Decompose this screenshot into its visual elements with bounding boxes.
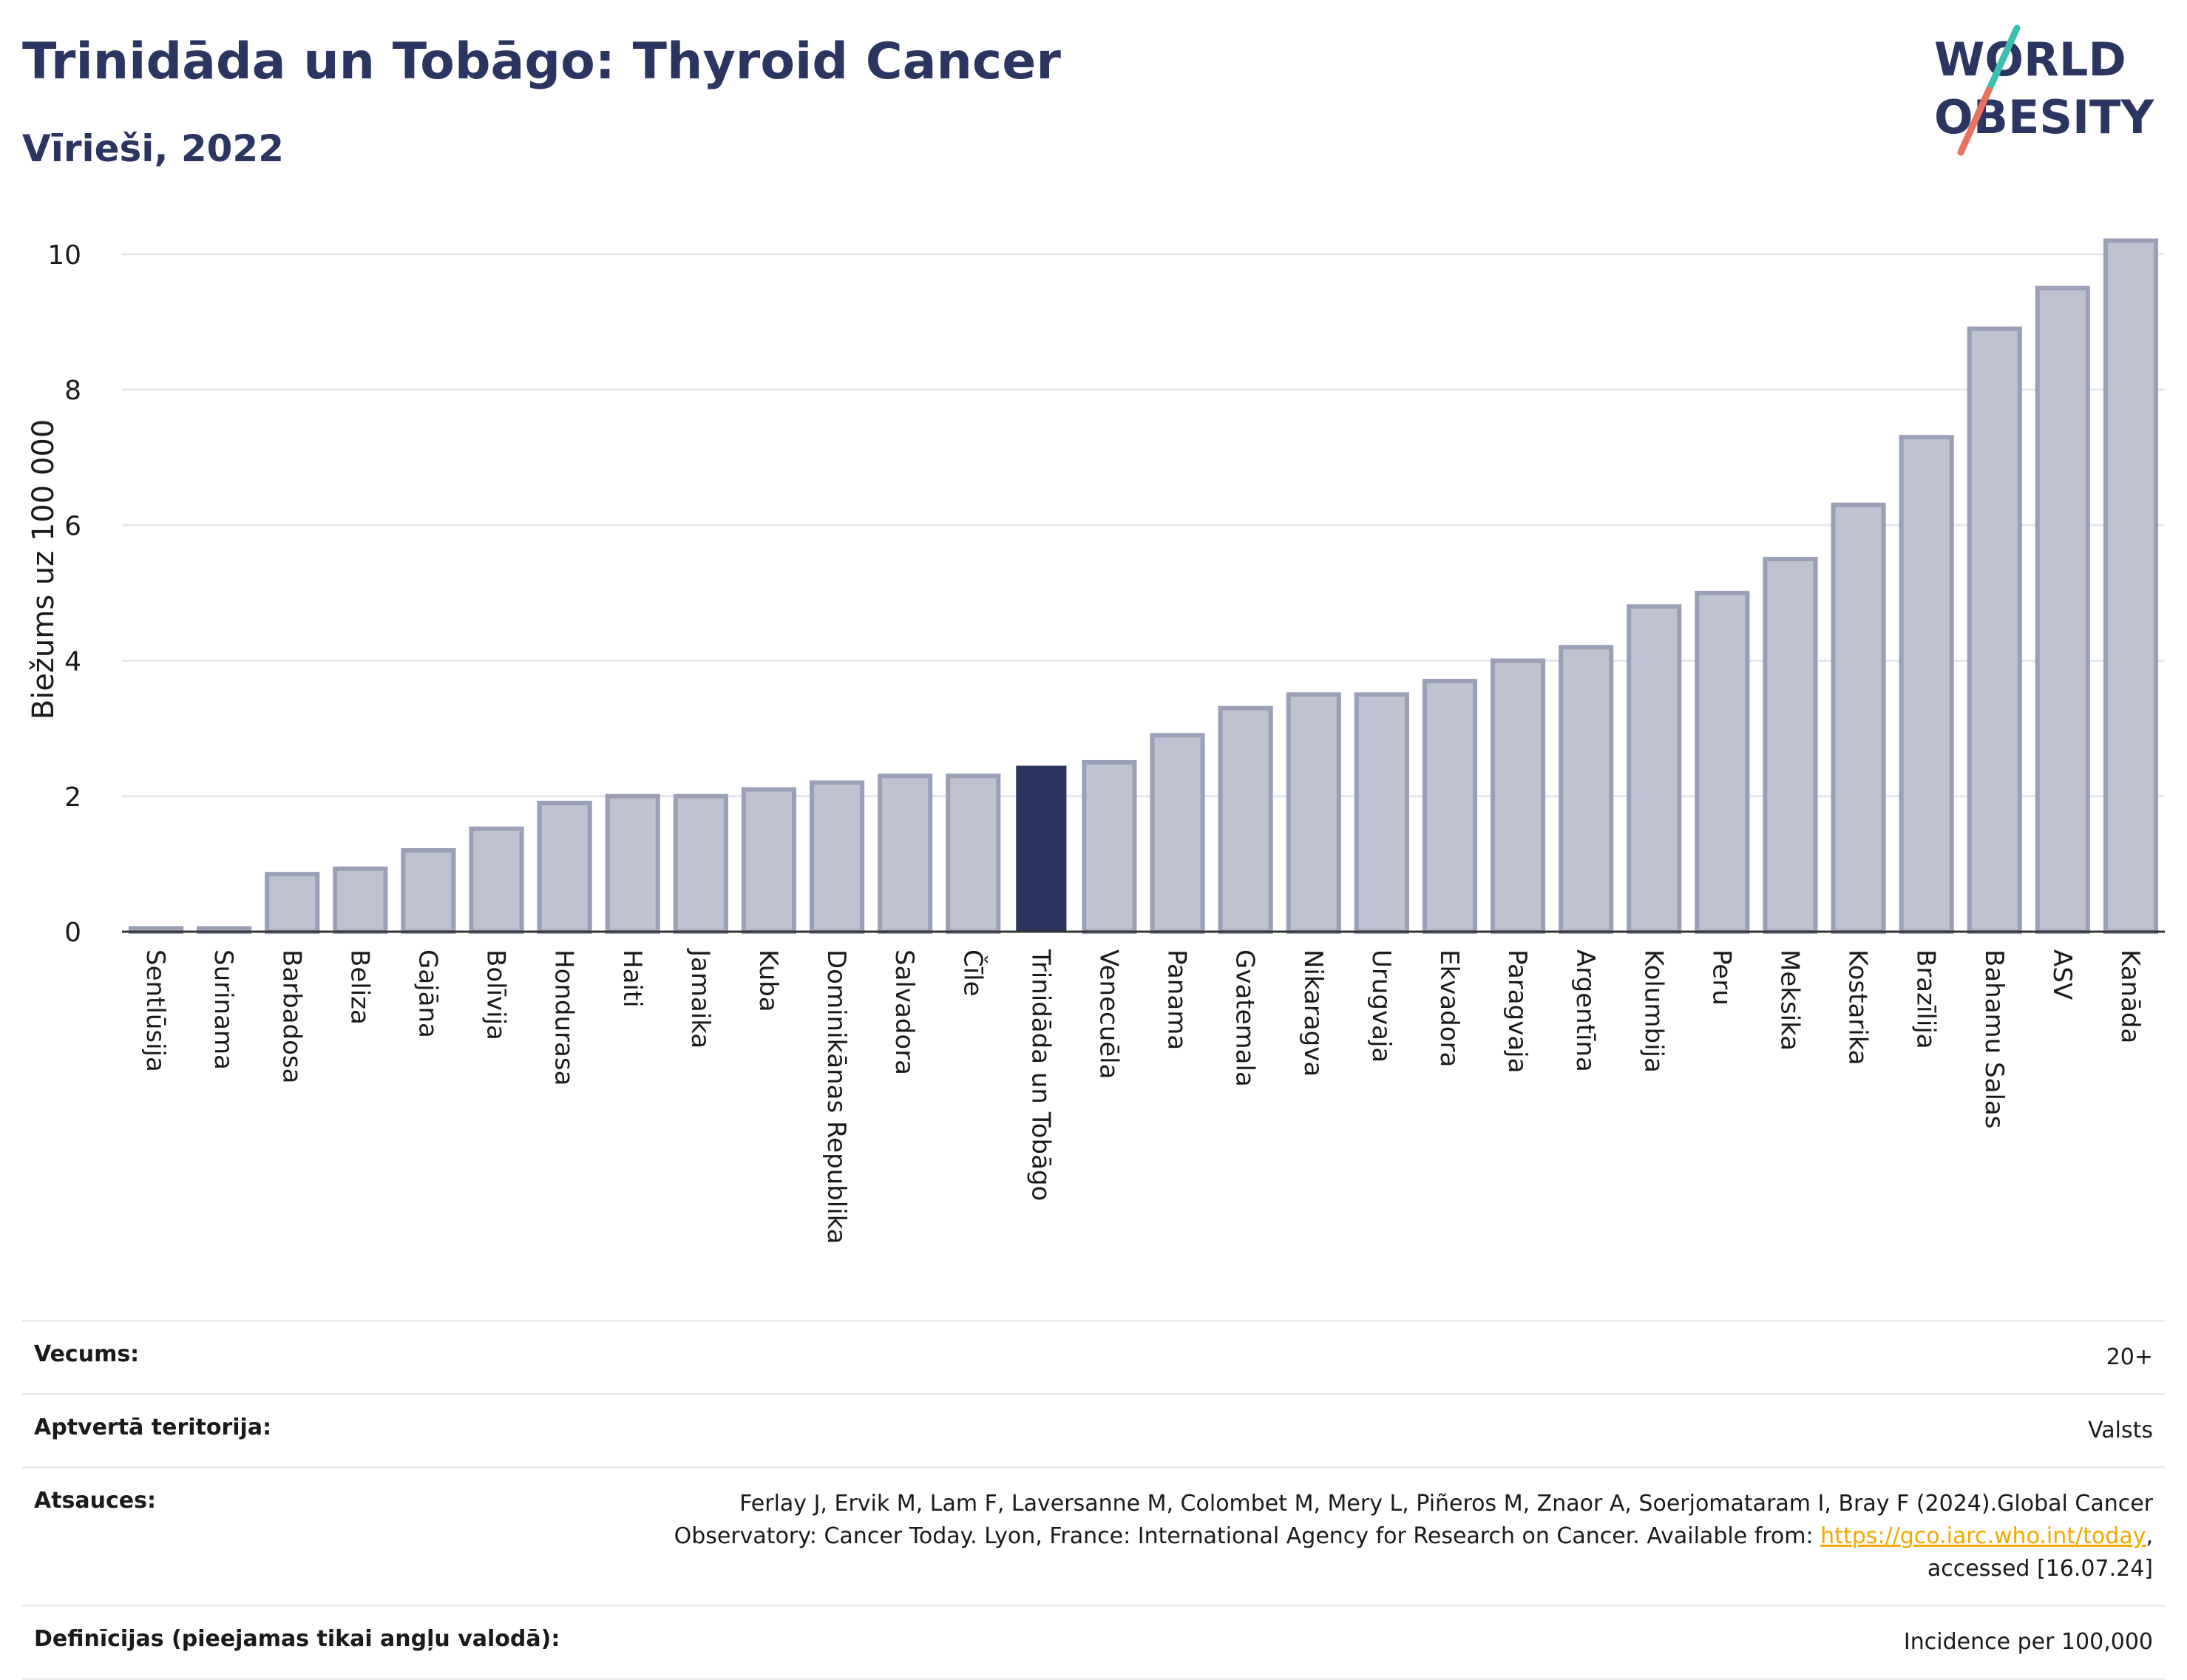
y-tick-label: 6 xyxy=(64,511,81,541)
info-value: Valsts xyxy=(2088,1418,2153,1443)
x-tick-label: Brazīlija xyxy=(1911,949,1941,1049)
world-obesity-logo: WORLD OBESITY xyxy=(1934,24,2154,156)
bar-23 xyxy=(1695,590,1750,935)
info-value: Incidence per 100,000 xyxy=(1903,1629,2153,1655)
bar-29 xyxy=(2103,238,2159,934)
x-tick-label: Gvatemala xyxy=(1230,949,1260,1087)
bar-12 xyxy=(946,773,1001,934)
info-label: Atsauces: xyxy=(34,1488,156,1514)
y-tick-label: 0 xyxy=(64,918,81,948)
bar-5 xyxy=(469,826,524,935)
x-tick-label: Bolīvija xyxy=(481,949,511,1040)
bar-6 xyxy=(537,800,592,935)
bar-11 xyxy=(878,773,933,934)
x-tick-label: Bahamu Salas xyxy=(1979,949,2009,1128)
x-tick-label: Kuba xyxy=(753,949,783,1012)
bar-7 xyxy=(605,793,660,934)
x-tick-label: Salvadora xyxy=(889,949,919,1075)
chart-title: Trinidāda un Tobāgo: Thyroid Cancer xyxy=(22,33,1061,91)
bar-20 xyxy=(1490,658,1546,934)
bar-16 xyxy=(1218,705,1273,935)
bar-13 xyxy=(1016,765,1067,932)
x-tick-label: Urugvaja xyxy=(1366,949,1396,1063)
x-tick-label: Peru xyxy=(1706,949,1736,1006)
x-tick-label: Trinidāda un Tobāgo xyxy=(1025,949,1055,1201)
bar-chart: 0 2 4 6 8 10 Sentlūsija Surinama Barbadosa Beliza… xyxy=(27,238,2165,1244)
bar-3 xyxy=(333,866,388,935)
bar-21 xyxy=(1559,645,1614,934)
x-tick-label: Jamaika xyxy=(685,948,715,1049)
x-tick-label: Ekvadora xyxy=(1434,949,1464,1067)
bar-15 xyxy=(1150,733,1205,934)
bar-18 xyxy=(1354,692,1409,934)
info-label: Definīcijas (pieejamas tikai angļu valod… xyxy=(34,1626,560,1652)
x-tick-label: Hondurasa xyxy=(549,949,579,1085)
y-tick-label: 8 xyxy=(64,376,81,406)
bar-27 xyxy=(1967,326,2022,935)
bar-19 xyxy=(1422,679,1478,934)
y-tick-label: 4 xyxy=(64,647,81,677)
grid-lines xyxy=(122,253,2165,798)
bars xyxy=(128,238,2159,935)
x-tick-label: ASV xyxy=(2047,949,2077,1000)
info-row-references: Atsauces: Ferlay J, Ervik M, Lam F, Lave… xyxy=(22,1466,2165,1605)
info-label: Vecums: xyxy=(34,1341,140,1367)
axes: 0 2 4 6 8 10 Sentlūsija Surinama Barbadosa Beliza… xyxy=(47,240,2165,1244)
x-tick-label: Barbadosa xyxy=(277,949,306,1084)
bar-24 xyxy=(1763,557,1818,934)
bar-17 xyxy=(1286,692,1341,934)
bar-10 xyxy=(809,780,865,935)
x-tick-label: Sentlūsija xyxy=(140,949,170,1072)
x-tick-label: Paragvaja xyxy=(1502,949,1532,1073)
x-tick-label: Čīle xyxy=(957,949,988,997)
chart-subtitle: Vīrieši, 2022 xyxy=(22,127,285,170)
y-tick-label: 10 xyxy=(47,240,81,271)
bar-8 xyxy=(673,793,728,934)
bar-2 xyxy=(265,872,320,934)
x-tick-label: Panama xyxy=(1162,949,1192,1050)
info-row-age: Vecums: 20+ xyxy=(22,1320,2165,1393)
info-table: Vecums: 20+ Aptvertā teritorija: Valsts … xyxy=(22,1320,2165,1680)
x-tick-label: Nikaragva xyxy=(1298,949,1328,1077)
bar-22 xyxy=(1627,604,1682,934)
x-tick-label: Haiti xyxy=(617,949,647,1008)
info-value: 20+ xyxy=(2106,1344,2153,1370)
info-row-definitions: Definīcijas (pieejamas tikai angļu valod… xyxy=(22,1605,2165,1680)
logo-slash-teal xyxy=(1985,24,2021,94)
reference-text-pre: Ferlay J, Ervik M, Lam F, Laversanne M, … xyxy=(674,1491,2153,1549)
x-tick-label: Gajāna xyxy=(413,949,442,1038)
bar-14 xyxy=(1082,759,1137,935)
x-tick-label: Argentīna xyxy=(1570,949,1600,1072)
x-tick-label: Kostarika xyxy=(1843,949,1873,1066)
x-tick-label: Dominikānas Republika xyxy=(821,949,851,1244)
x-tick-label: Kolumbija xyxy=(1638,949,1668,1073)
x-tick-label: Kanāda xyxy=(2115,949,2145,1043)
x-tick-label: Venecuēla xyxy=(1094,949,1123,1079)
x-tick-label: Beliza xyxy=(345,949,374,1025)
bar-26 xyxy=(1899,435,1954,934)
logo-slash-coral xyxy=(1957,87,1993,156)
bar-9 xyxy=(741,787,797,934)
x-tick-label: Meksika xyxy=(1774,949,1804,1051)
reference-link[interactable]: https://gco.iarc.who.int/today xyxy=(1820,1523,2146,1549)
reference-text: Ferlay J, Ervik M, Lam F, Laversanne M, … xyxy=(615,1488,2153,1585)
reference-text-post: , accessed [16.07.24] xyxy=(1927,1523,2153,1582)
bar-25 xyxy=(1831,502,1886,934)
info-row-territory: Aptvertā teritorija: Valsts xyxy=(22,1393,2165,1466)
info-label: Aptvertā teritorija: xyxy=(34,1415,272,1440)
y-axis-label: Biežums uz 100 000 xyxy=(27,419,61,720)
x-tick-label: Surinama xyxy=(208,949,238,1070)
bar-28 xyxy=(2035,285,2090,935)
bar-4 xyxy=(401,848,456,934)
logo-line1: WORLD xyxy=(1934,33,2126,87)
y-tick-label: 2 xyxy=(64,782,81,813)
